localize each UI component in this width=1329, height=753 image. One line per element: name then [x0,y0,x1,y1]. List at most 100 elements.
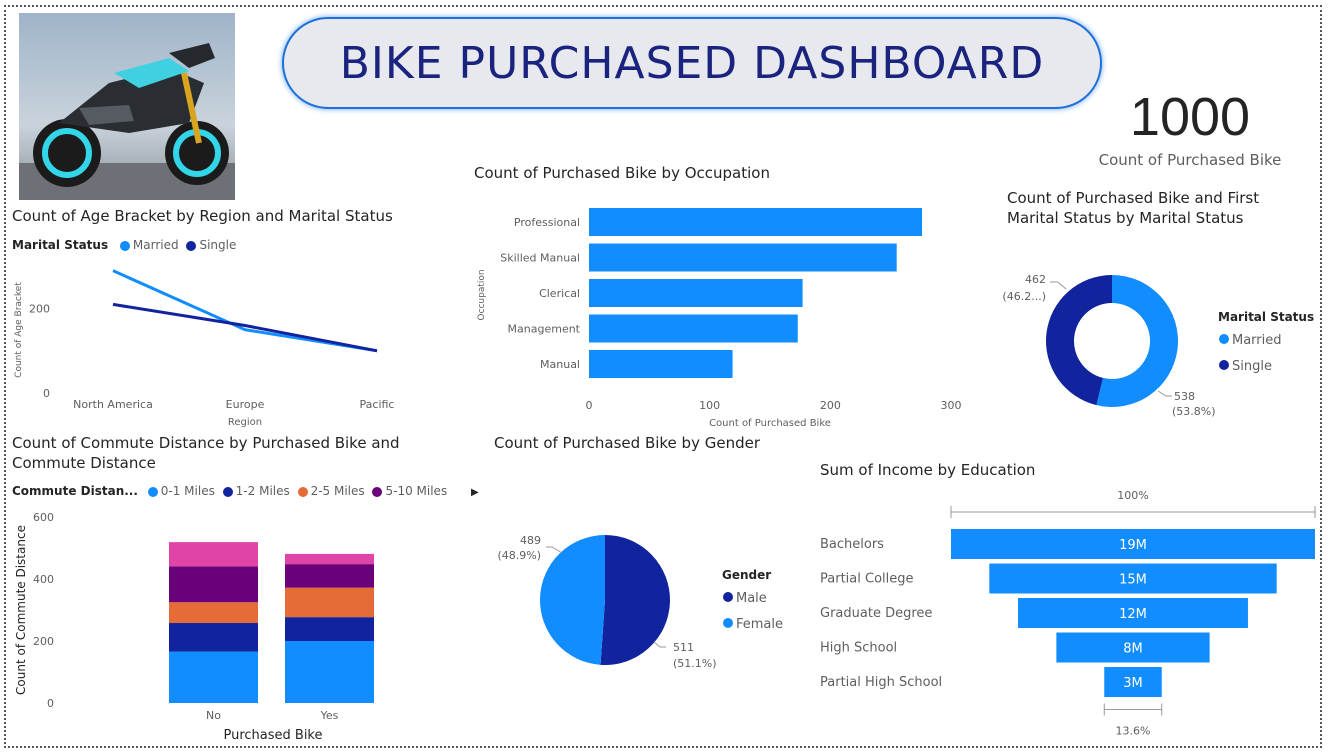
d510-legend-dot [372,486,383,497]
gender-title: Count of Purchased Bike by Gender [494,434,760,452]
d25-legend-dot [297,486,308,497]
gender-pie-chart[interactable]: 511 (51.1%) 489 (48.9%) Gender Male Female [490,520,810,680]
occupation-chart[interactable]: Professional Skilled Manual Clerical Manage… [470,195,980,430]
legend-male: Male [736,591,767,606]
dashboard-frame [4,5,1322,748]
commute-title: Count of Commute Distance by Purchased B… [12,434,400,472]
d01-legend-dot [147,486,158,497]
bar-segment-no-0 [169,651,258,703]
bike-photo [19,13,235,200]
single-legend-dot [186,240,197,251]
funnel-bar-high-school [1056,632,1210,663]
commute-chart[interactable]: 0 200 400 600 No Yes Purchased Bike Count of Co… [10,505,430,747]
slice-female [539,535,605,665]
commute-legend: Commute Distan... 0-1 Miles 1-2 Miles 2-… [12,484,479,498]
data-label-percent: (48.9%) [497,549,541,562]
legend-married: Married [1232,333,1282,348]
kpi-label: Count of Purchased Bike [1098,151,1282,169]
legend-dot [1219,360,1229,370]
d12-legend-dot [222,486,233,497]
legend-title: Gender [722,568,771,582]
legend-0-1-miles[interactable]: 0-1 Miles [160,484,215,498]
leader-line [546,546,563,554]
income-funnel-chart[interactable]: 100% 19M Bachelors 15M Partial College 12M Gra… [815,484,1325,746]
y-tick-label: 600 [33,511,54,524]
funnel-category-label: Partial High School [820,675,942,690]
bar-skilled-manual [589,243,897,272]
age-region-legend: Marital Status Married Single [12,238,236,252]
y-axis-title: Occupation [477,269,487,320]
funnel-value-label: 3M [1123,676,1143,691]
kpi-value: 1000 [1129,87,1251,147]
x-tick-label: 100 [699,399,720,412]
x-axis-title: Count of Purchased Bike [709,418,831,429]
funnel-category-label: Graduate Degree [820,606,932,621]
legend-dot [723,618,733,628]
dashboard-banner: BIKE PURCHASED DASHBOARD [282,17,1102,109]
bar-segment-yes-0 [285,641,374,703]
funnel-top-label: 100% [1117,489,1148,502]
bar-management [589,314,798,343]
legend-2-5-miles[interactable]: 2-5 Miles [310,484,365,498]
x-tick-label: Pacific [360,398,395,411]
married-legend-dot [119,240,130,251]
bar-segment-no-1 [169,623,258,652]
y-tick-label: Clerical [539,287,580,300]
slice-married [1096,275,1178,407]
funnel-bar-bachelors [951,529,1315,559]
funnel-value-label: 19M [1119,538,1147,553]
data-label-percent: (53.8%) [1172,405,1216,418]
dashboard-title: BIKE PURCHASED DASHBOARD [339,37,1045,89]
funnel-bar-graduate-degree [1018,598,1248,628]
y-tick-label: 200 [29,303,50,316]
legend-next-icon[interactable]: ▶ [471,487,479,498]
legend-1-2-miles[interactable]: 1-2 Miles [235,484,290,498]
data-label-value: 538 [1174,390,1195,403]
funnel-value-label: 15M [1119,573,1147,588]
bar-segment-no-4 [169,542,258,567]
y-tick-label: Manual [540,358,580,371]
funnel-category-label: Bachelors [820,537,884,552]
y-axis-title: Count of Commute Distance [14,525,28,695]
funnel-category-label: Partial College [820,572,914,587]
y-tick-label: 0 [47,697,54,710]
legend-single[interactable]: Single [199,238,237,252]
x-tick-label: 200 [820,399,841,412]
x-axis-title: Purchased Bike [223,728,322,743]
legend-5-10-miles[interactable]: 5-10 Miles [385,484,448,498]
leader-line [1050,281,1067,290]
data-label-value: 489 [520,534,541,547]
y-tick-label: 0 [43,387,50,400]
slice-single [1046,275,1112,406]
data-label-percent: (46.2...) [1002,290,1046,303]
funnel-bar-partial-high-school [1104,667,1162,697]
age-region-title: Count of Age Bracket by Region and Marit… [12,207,393,225]
y-tick-label: 200 [33,635,54,648]
legend-married[interactable]: Married [132,238,179,252]
funnel-bottom-label: 13.6% [1116,725,1151,738]
x-tick-label: 0 [586,399,593,412]
bar-segment-no-3 [169,566,258,603]
x-tick-label: Europe [226,398,265,411]
leader-line [1157,390,1172,397]
legend-title: Commute Distan... [12,484,138,498]
funnel-category-label: High School [820,641,897,656]
data-label-value: 511 [673,641,694,654]
funnel-bar-partial-college [989,563,1277,594]
age-region-chart[interactable]: 0 200 North America Europe Pacific Region Coun… [10,258,430,430]
y-tick-label: Professional [514,216,580,229]
y-tick-label: 400 [33,573,54,586]
series-line-single [112,302,378,353]
legend-dot [723,592,733,602]
occupation-title: Count of Purchased Bike by Occupation [474,164,770,182]
slice-male [600,535,670,665]
legend-dot [1219,334,1229,344]
data-label-value: 462 [1025,273,1046,286]
marital-donut-chart[interactable]: 538 (53.8%) 462 (46.2...) Marital Status Marr… [1000,250,1320,430]
x-tick-label: North America [73,398,153,411]
legend-female: Female [736,617,783,632]
bar-clerical [589,279,803,307]
y-tick-label: Skilled Manual [500,252,580,265]
legend-title: Marital Status [1218,310,1314,324]
funnel-value-label: 12M [1119,607,1147,622]
